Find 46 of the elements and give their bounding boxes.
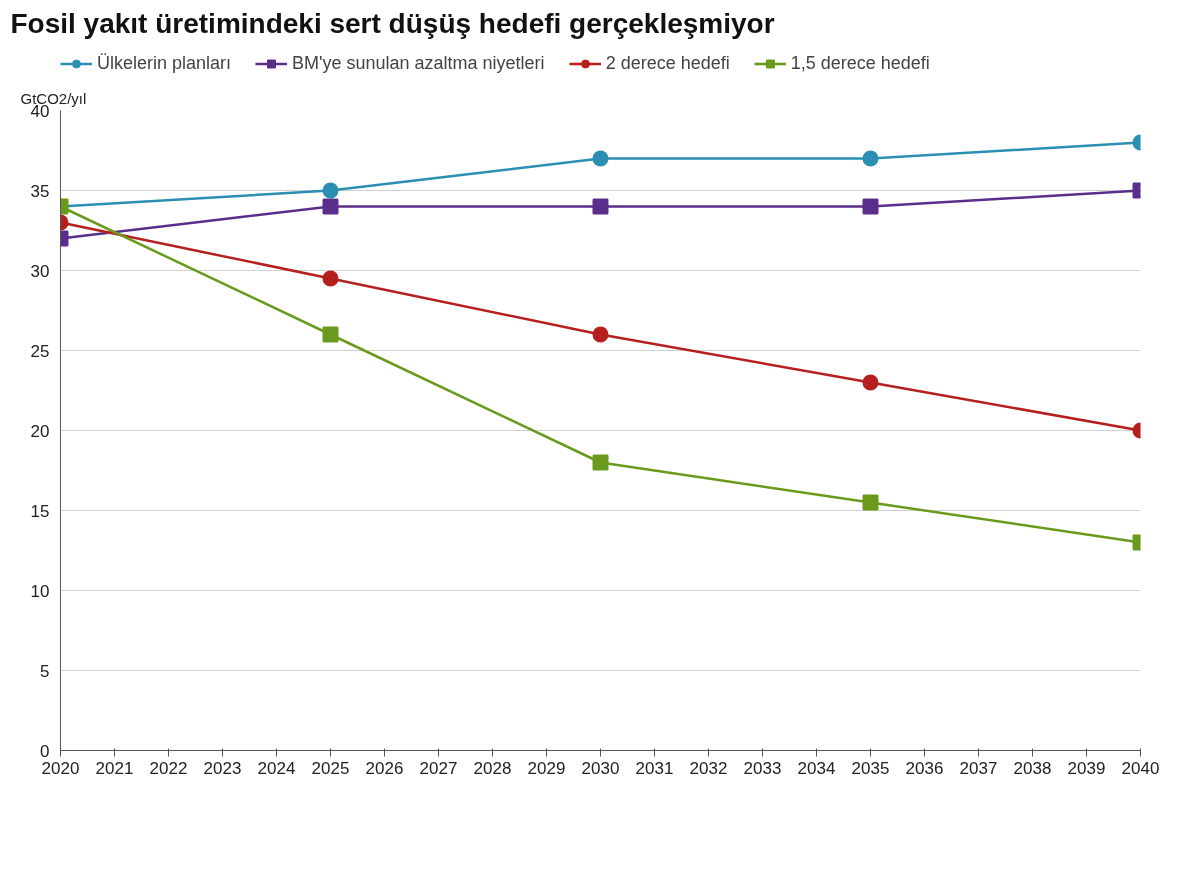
chart-title: Fosil yakıt üretimindeki sert düşüş hedefi gerçekleşmiyor — [10, 7, 775, 39]
x-tick-label: 2023 — [203, 758, 242, 778]
x-tick-label: 2036 — [905, 758, 944, 778]
x-tick-label: 2025 — [311, 758, 350, 778]
x-tick-label: 2031 — [635, 758, 674, 778]
x-tick-label: 2030 — [581, 758, 620, 778]
x-tick-label: 2024 — [257, 758, 296, 778]
y-tick-label: 30 — [30, 261, 50, 281]
point — [862, 198, 879, 215]
point — [322, 182, 339, 199]
point — [592, 326, 609, 343]
x-tick-label: 2029 — [527, 758, 566, 778]
x-tick-label: 2033 — [743, 758, 782, 778]
point — [862, 150, 879, 167]
x-tick-label: 2026 — [365, 758, 404, 778]
point — [592, 150, 609, 167]
x-tick-label: 2028 — [473, 758, 512, 778]
point — [322, 326, 339, 343]
x-tick-label: 2035 — [851, 758, 890, 778]
y-tick-label: 5 — [40, 661, 50, 681]
y-tick-label: 15 — [30, 501, 50, 521]
point — [322, 198, 339, 215]
x-tick-label: 2027 — [419, 758, 458, 778]
point — [862, 374, 879, 391]
y-tick-label: 25 — [30, 341, 50, 361]
legend-label: Ülkelerin planları — [97, 52, 232, 74]
legend-label: 2 derece hedefi — [605, 52, 730, 74]
x-tick-label: 2021 — [95, 758, 134, 778]
point — [322, 270, 339, 287]
x-tick-label: 2020 — [41, 758, 80, 778]
point — [592, 454, 609, 471]
x-tick-label: 2034 — [797, 758, 836, 778]
y-tick-label: 0 — [40, 741, 50, 761]
point — [862, 494, 879, 511]
x-tick-label: 2037 — [959, 758, 998, 778]
point — [592, 198, 609, 215]
legend-label: BM'ye sunulan azaltma niyetleri — [292, 52, 545, 74]
legend-label: 1,5 derece hedefi — [790, 52, 930, 74]
y-tick-label: 10 — [30, 581, 50, 601]
x-tick-label: 2022 — [149, 758, 188, 778]
y-tick-label: 35 — [30, 181, 50, 201]
x-tick-label: 2038 — [1013, 758, 1052, 778]
x-tick-label: 2040 — [1121, 758, 1160, 778]
x-tick-label: 2039 — [1067, 758, 1106, 778]
y-tick-label: 20 — [30, 421, 50, 441]
x-tick-label: 2032 — [689, 758, 728, 778]
